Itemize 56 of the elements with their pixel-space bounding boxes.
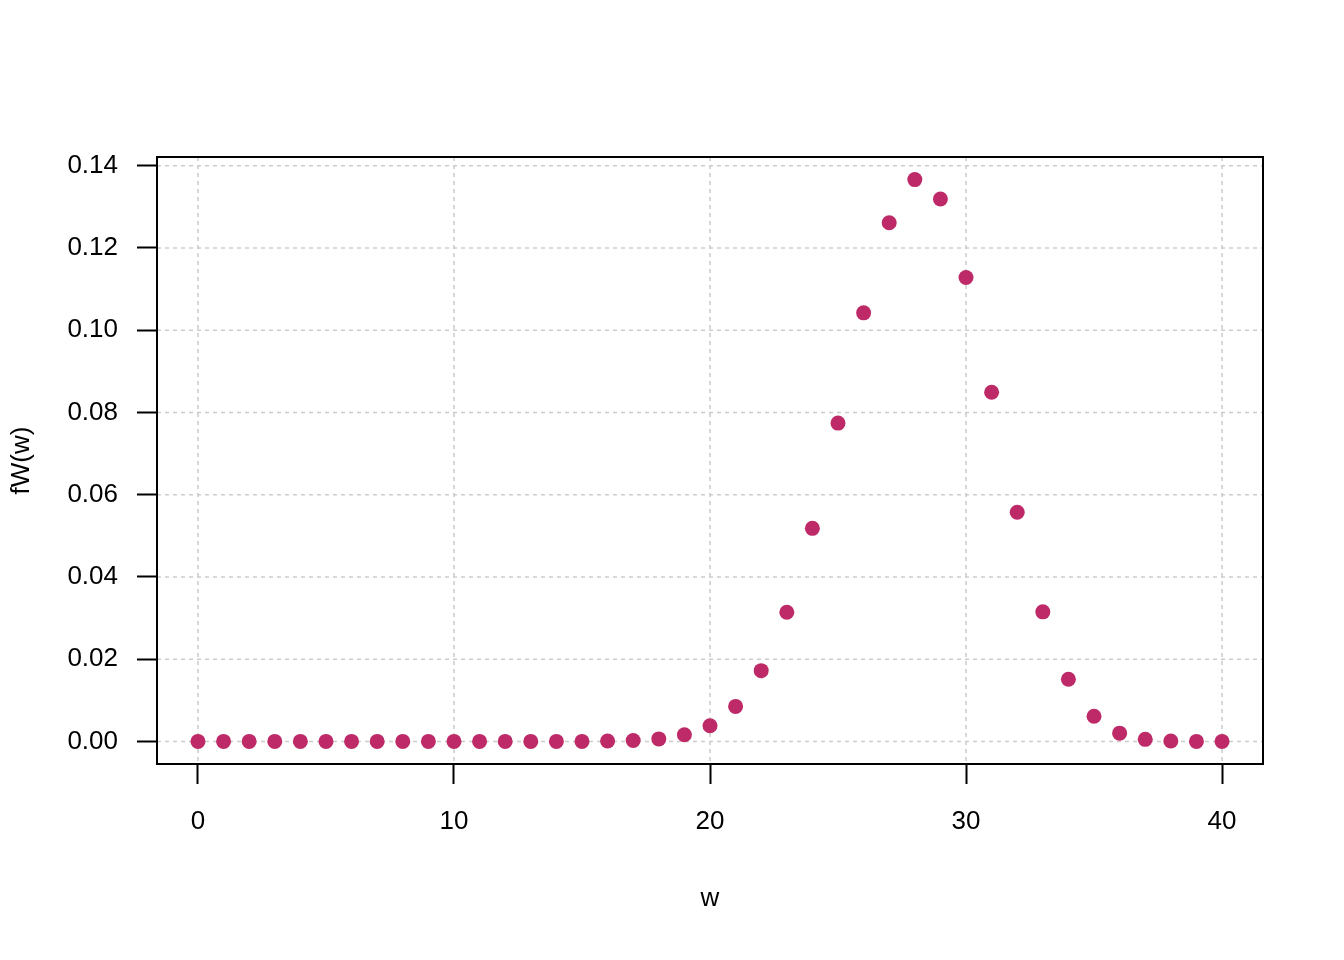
y-tick-label: 0.14 bbox=[67, 148, 118, 179]
point bbox=[1137, 731, 1153, 747]
x-tick-label: 30 bbox=[951, 804, 981, 835]
point bbox=[881, 215, 897, 231]
y-tick-label: 0.04 bbox=[67, 560, 118, 591]
point bbox=[958, 270, 974, 285]
x-tick-label: 0 bbox=[190, 804, 206, 835]
point bbox=[292, 733, 308, 749]
point bbox=[267, 733, 283, 749]
point bbox=[1009, 504, 1025, 520]
y-tick-label: 0.00 bbox=[67, 724, 118, 755]
x-tick-label: 10 bbox=[439, 804, 469, 835]
point bbox=[753, 663, 769, 679]
point bbox=[395, 733, 411, 749]
x-tick-label: 40 bbox=[1207, 804, 1237, 835]
point bbox=[216, 733, 232, 749]
point bbox=[446, 733, 462, 749]
y-tick-label: 0.12 bbox=[67, 231, 118, 262]
point bbox=[1163, 733, 1179, 749]
point bbox=[1112, 725, 1128, 741]
point bbox=[523, 733, 539, 749]
point bbox=[907, 172, 923, 188]
point bbox=[984, 384, 1000, 400]
point bbox=[548, 733, 564, 749]
point bbox=[318, 733, 334, 749]
point bbox=[1086, 708, 1102, 724]
point bbox=[830, 415, 846, 431]
x-axis-title: w bbox=[699, 881, 720, 912]
point bbox=[190, 733, 206, 749]
y-tick-label: 0.10 bbox=[67, 313, 118, 344]
y-tick-label: 0.02 bbox=[67, 642, 118, 673]
point bbox=[779, 604, 795, 620]
x-tick-label: 20 bbox=[695, 804, 725, 835]
point bbox=[1035, 604, 1051, 620]
y-axis-title: fW(w) bbox=[4, 426, 35, 495]
point bbox=[497, 733, 513, 749]
point bbox=[1214, 733, 1230, 749]
point bbox=[574, 733, 590, 749]
point bbox=[369, 733, 385, 749]
point bbox=[625, 733, 641, 749]
point bbox=[651, 731, 667, 747]
point bbox=[676, 727, 692, 743]
point bbox=[804, 520, 820, 536]
point bbox=[702, 718, 718, 734]
point bbox=[856, 305, 872, 321]
point bbox=[241, 733, 257, 749]
y-tick-label: 0.08 bbox=[67, 395, 118, 426]
point bbox=[420, 733, 436, 749]
point bbox=[1060, 671, 1076, 687]
point bbox=[344, 733, 360, 749]
point bbox=[728, 698, 744, 714]
point bbox=[932, 191, 948, 207]
point bbox=[472, 733, 488, 749]
point bbox=[600, 733, 616, 749]
y-tick-label: 0.06 bbox=[67, 477, 118, 508]
point bbox=[1188, 733, 1204, 749]
